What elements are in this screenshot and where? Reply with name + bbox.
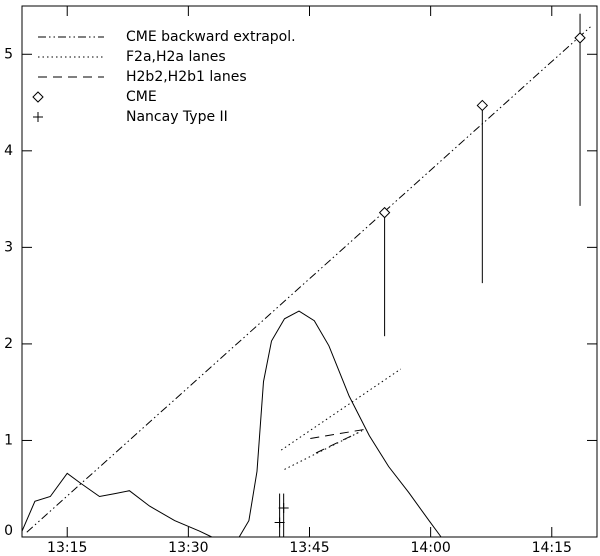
diamond-marker (476, 99, 489, 112)
data-line (315, 432, 359, 454)
legend-label: Nancay Type II (126, 109, 228, 125)
diamond-marker (32, 91, 44, 103)
diamond-marker (574, 32, 586, 44)
x-tick-label: 14:15 (532, 540, 572, 556)
y-tick-label: 2 (4, 336, 13, 352)
data-line (21, 310, 442, 538)
legend-label: CME (126, 89, 157, 105)
x-tick-label: 13:30 (168, 540, 208, 556)
x-tick-label: 13:45 (289, 540, 329, 556)
y-tick-label: 4 (4, 143, 13, 159)
diamond-marker (378, 206, 391, 219)
plus-marker (278, 503, 289, 514)
y-tick-label: 3 (4, 239, 13, 255)
y-tick-label: 5 (4, 46, 13, 62)
data-line (280, 368, 402, 451)
plus-marker (33, 112, 43, 122)
data-line (26, 24, 593, 533)
legend-label: F2a,H2a lanes (126, 49, 226, 65)
x-tick-label: 14:00 (410, 540, 450, 556)
legend-label: CME backward extrapol. (126, 29, 296, 45)
data-line (310, 428, 368, 439)
legend-label: H2b2,H2b1 lanes (126, 69, 247, 85)
plus-marker (274, 517, 285, 528)
x-tick-label: 13:15 (47, 540, 87, 556)
y-tick-label: 0 (4, 523, 13, 539)
y-tick-label: 1 (4, 432, 13, 448)
